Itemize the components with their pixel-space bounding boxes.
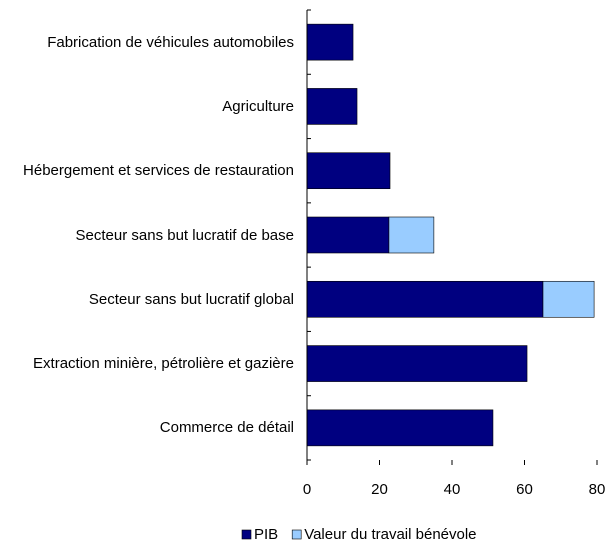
x-tick-label: 60 (516, 481, 533, 498)
bar (306, 88, 358, 125)
legend-swatch (291, 529, 302, 540)
bar (306, 216, 390, 254)
y-tick-label: Agriculture (222, 97, 294, 115)
bar (306, 280, 544, 318)
x-tick-label: 20 (371, 481, 388, 498)
legend-swatch (241, 529, 252, 540)
bar (306, 345, 528, 382)
y-tick-label: Hébergement et services de restauration (23, 162, 294, 180)
y-tick-label: Fabrication de véhicules automobiles (47, 33, 294, 51)
bar (306, 409, 494, 447)
bar (542, 280, 595, 318)
x-tick-label: 40 (444, 481, 461, 498)
bar (306, 23, 354, 61)
bar (306, 152, 391, 190)
bar (388, 216, 435, 254)
x-tick-label: 0 (303, 481, 311, 498)
legend-label: PIB (254, 526, 278, 543)
y-tick-label: Secteur sans but lucratif global (88, 290, 294, 308)
legend-label: Valeur du travail bénévole (304, 526, 476, 543)
y-tick-label: Commerce de détail (159, 419, 294, 437)
x-tick-label: 80 (589, 481, 606, 498)
y-tick-label: Extraction minière, pétrolière et gazièr… (33, 355, 294, 373)
y-tick-label: Secteur sans but lucratif de base (75, 226, 294, 244)
